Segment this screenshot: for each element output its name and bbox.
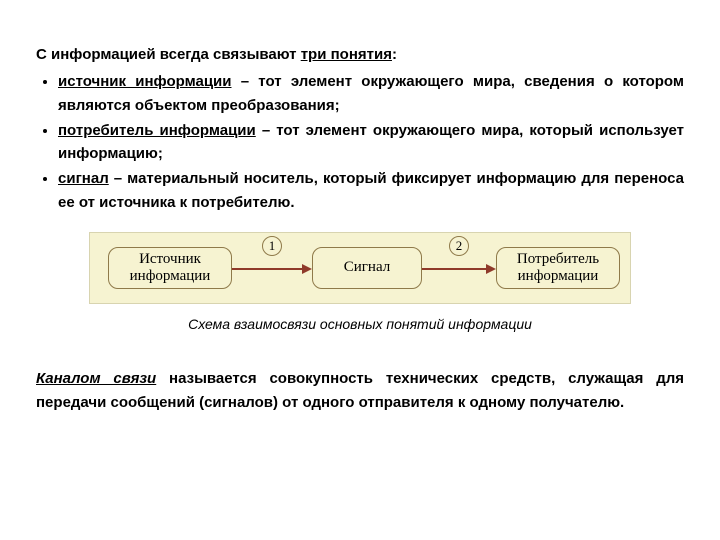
channel-paragraph: Каналом связи называется совокупность те…: [36, 367, 684, 414]
term-rest: – материальный носитель, который фиксиру…: [58, 170, 684, 210]
arrow-icon: [232, 268, 304, 270]
diagram-container: Источник информации Сигнал Потребитель инф…: [36, 232, 684, 304]
list-item: сигнал – материальный носитель, который …: [58, 167, 684, 214]
arrow-head-icon: [302, 264, 312, 274]
intro-suffix: :: [392, 46, 397, 63]
diagram-node: Сигнал: [312, 247, 422, 289]
term: сигнал: [58, 170, 109, 187]
intro-prefix: С информацией всегда связывают: [36, 46, 301, 63]
diagram-node: Источник информации: [108, 247, 232, 289]
term: источник информации: [58, 73, 231, 90]
term: потребитель информации: [58, 122, 256, 139]
diagram-node: Потребитель информации: [496, 247, 620, 289]
intro-line: С информацией всегда связывают три понят…: [36, 43, 684, 66]
intro-underlined: три понятия: [301, 46, 392, 63]
concept-list: источник информации – тот элемент окружа…: [36, 70, 684, 214]
list-item: источник информации – тот элемент окружа…: [58, 70, 684, 117]
channel-lead: Каналом связи: [36, 370, 156, 387]
edge-badge: 2: [449, 236, 469, 256]
list-item: потребитель информации – тот элемент окр…: [58, 119, 684, 166]
diagram-caption: Схема взаимосвязи основных понятий инфор…: [36, 314, 684, 336]
edge-badge: 1: [262, 236, 282, 256]
diagram: Источник информации Сигнал Потребитель инф…: [89, 232, 631, 304]
arrow-head-icon: [486, 264, 496, 274]
arrow-icon: [422, 268, 488, 270]
